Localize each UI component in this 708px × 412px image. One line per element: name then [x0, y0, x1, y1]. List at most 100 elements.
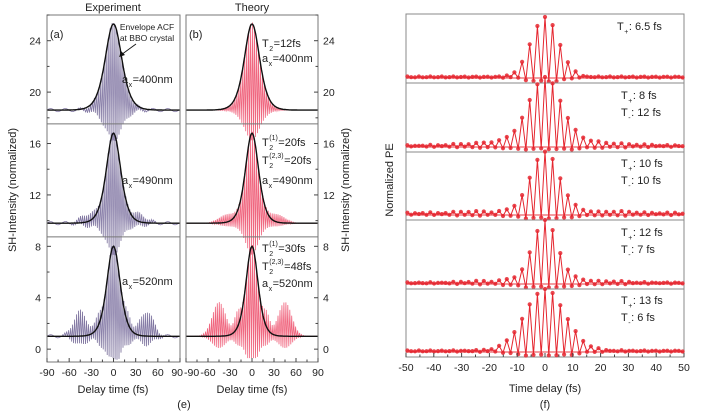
x-tick-label: 60	[152, 367, 164, 379]
pe-marker	[569, 215, 574, 220]
x-axis-label-f: Time delay (fs)	[509, 383, 581, 395]
pe-marker	[604, 279, 609, 284]
y-tick-label: 16	[29, 139, 41, 151]
pe-marker	[474, 140, 479, 145]
x-tick-label: 0	[111, 367, 117, 379]
pe-marker	[531, 352, 536, 357]
x-axis-label-b: Delay time (fs)	[217, 384, 288, 396]
trace-label: T 2 (1) =30fs	[262, 241, 306, 258]
fringe-trace	[186, 131, 318, 255]
y-tick-label: 0	[35, 344, 41, 356]
pe-marker	[474, 209, 479, 214]
pe-marker	[649, 210, 655, 215]
pe-marker	[489, 279, 494, 284]
label-rest: =520nm	[273, 278, 313, 290]
pe-marker	[520, 115, 525, 120]
pe-marker	[542, 217, 548, 223]
pe-marker	[565, 267, 571, 272]
pe-marker	[562, 352, 567, 357]
y-tick-label: 20	[323, 87, 335, 99]
pe-marker	[527, 42, 532, 47]
y-tick-label: 0	[323, 344, 329, 356]
label-rest: : 6 fs	[631, 312, 655, 324]
x-tick-label: 30	[623, 362, 635, 374]
pe-marker	[504, 207, 509, 212]
y-tick-label: 12	[323, 190, 335, 202]
pe-marker	[554, 285, 559, 290]
label-main: T	[262, 137, 269, 149]
annotation-arrow	[120, 43, 137, 56]
x-tick-label: -10	[510, 362, 525, 374]
label-rest: =48fs	[284, 261, 312, 273]
label-sub: x	[129, 183, 133, 190]
label-rest: =520nm	[133, 276, 173, 288]
label-rest: =400nm	[133, 74, 173, 86]
pe-marker	[428, 210, 433, 215]
pe-marker	[569, 283, 574, 289]
pe-marker	[443, 211, 448, 216]
pe-marker	[611, 279, 616, 284]
pe-marker	[604, 348, 609, 353]
pe-marker	[565, 193, 571, 198]
pe-marker	[466, 209, 471, 215]
trace-label: a x =490nm	[122, 175, 173, 190]
label-main: T	[262, 155, 269, 167]
pe-marker	[665, 143, 670, 148]
pe-marker	[527, 97, 532, 103]
pe-marker	[569, 147, 574, 152]
pe-marker	[558, 251, 563, 256]
label-rest: : 12 fs	[633, 227, 663, 239]
pe-marker	[535, 157, 540, 162]
pe-marker	[573, 127, 578, 132]
pe-marker	[596, 346, 601, 351]
y-tick-label: 16	[323, 139, 335, 151]
pe-marker	[581, 73, 586, 79]
pe-marker	[466, 279, 471, 285]
label-sup: (1)	[269, 241, 278, 248]
caption-e: (e)	[177, 399, 190, 411]
label-main: a	[262, 53, 269, 65]
pe-marker	[535, 23, 540, 29]
pe-marker	[504, 338, 509, 343]
label-main: a	[122, 74, 129, 86]
pe-marker	[634, 142, 639, 147]
trace-label: T-: 6 fs	[621, 312, 655, 327]
x-tick-label: 10	[567, 362, 579, 374]
label-rest: =490nm	[273, 175, 313, 187]
label-sub: x	[129, 82, 133, 89]
pe-marker	[596, 209, 601, 214]
pe-marker	[527, 250, 532, 255]
pe-marker	[554, 146, 559, 152]
pe-marker	[531, 284, 536, 289]
pe-marker	[573, 69, 578, 74]
pe-marker	[596, 139, 601, 144]
label-rest: =400nm	[273, 53, 313, 65]
label-sub: -	[628, 183, 631, 190]
pe-marker	[542, 149, 548, 154]
pe-marker	[520, 193, 525, 198]
label-sup: (1)	[269, 135, 278, 142]
x-tick-label: 0	[249, 367, 255, 379]
trace-label: a x =400nm	[262, 53, 313, 68]
pe-marker	[581, 338, 586, 344]
label-sub: +	[628, 98, 632, 105]
label-sub: 2	[269, 251, 273, 258]
pe-marker	[581, 135, 586, 140]
pe-marker	[565, 60, 571, 65]
pe-marker	[550, 81, 555, 86]
y-tick-label: 12	[29, 190, 41, 202]
trace-label: T +: 10 fs	[621, 158, 663, 173]
pe-marker	[581, 207, 586, 212]
pe-marker	[539, 352, 544, 357]
envelope-curve	[186, 245, 318, 337]
label-main: a	[262, 175, 269, 187]
label-sub: 2	[269, 145, 273, 152]
pe-marker	[512, 203, 517, 208]
label-main: a	[262, 278, 269, 290]
annotation-line1: Envelope ACF	[120, 22, 174, 32]
trace-label: T 2 (1) =20fs	[262, 135, 306, 152]
fringe-trace-outline	[46, 245, 180, 360]
pe-marker	[451, 141, 456, 147]
label-sup: (2,3)	[269, 259, 283, 266]
